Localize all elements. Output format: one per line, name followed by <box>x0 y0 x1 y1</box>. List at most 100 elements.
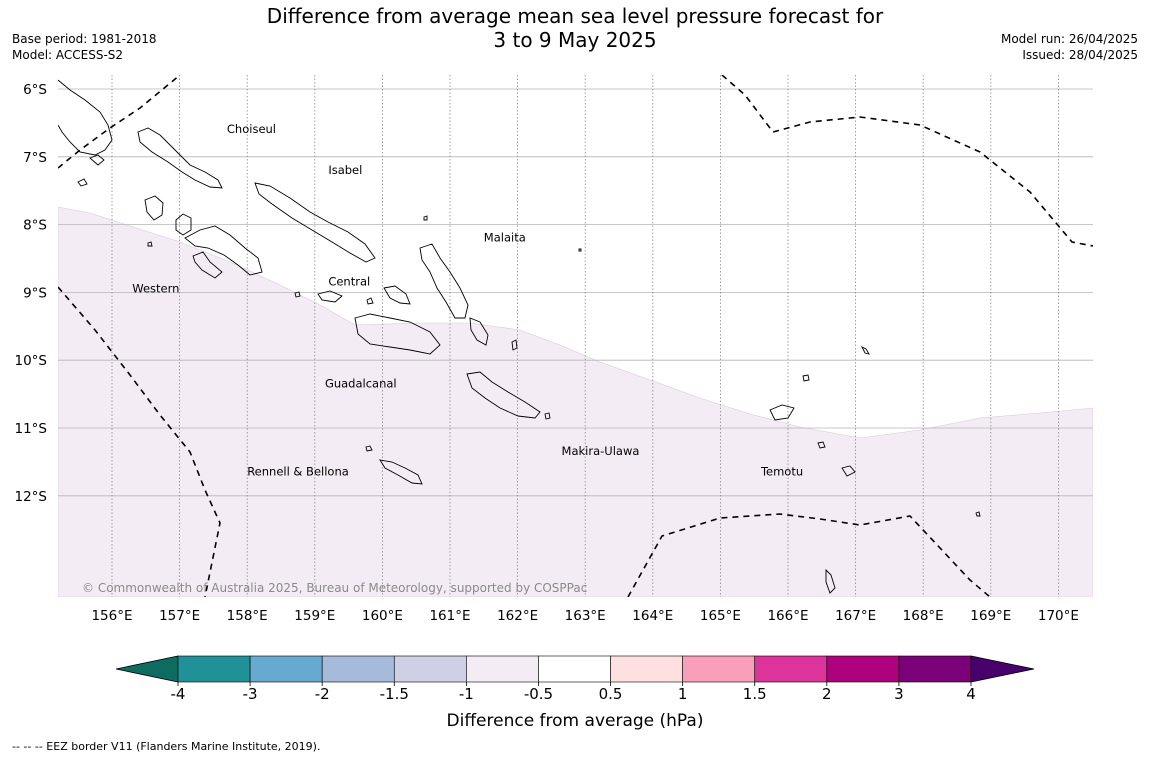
title-line-1: Difference from average mean sea level p… <box>266 4 884 28</box>
longitude-labels: 156°E 157°E 158°E 159°E 160°E 161°E 162°E 163°E… <box>91 608 1078 624</box>
choiseul-island <box>137 127 223 189</box>
lon-tick-label: 158°E <box>227 608 268 624</box>
colorbar-tick-label: 0.5 <box>599 685 623 703</box>
bougainville-island <box>58 79 113 156</box>
nendo-island <box>769 404 795 421</box>
issued-label: Issued: 28/04/2025 <box>1022 48 1138 62</box>
reef-islands <box>802 374 810 382</box>
makira-island <box>466 371 541 419</box>
colorbar-tick-label: 1 <box>678 685 688 703</box>
longitude-gridlines <box>111 75 1059 597</box>
colorbar-tick-label: 4 <box>966 685 976 703</box>
colorbar-extend-max <box>970 655 1035 683</box>
eez-border-west <box>58 286 221 597</box>
meta-left: Base period: 1981-2018 Model: ACCESS-S2 <box>12 31 157 63</box>
lat-tick-label: 8°S <box>23 218 47 234</box>
place-label: Temotu <box>760 464 803 478</box>
latitude-gridlines <box>58 88 1093 497</box>
colorbar-tick-label: 1.5 <box>743 685 767 703</box>
eez-borders <box>58 75 1093 597</box>
lon-tick-label: 169°E <box>970 608 1011 624</box>
colorbar-box <box>754 655 828 683</box>
latitude-labels: 6°S 7°S 8°S 9°S 10°S 11°S 12°S <box>15 82 48 505</box>
colorbar-tick-label: -3 <box>243 685 258 703</box>
rendova-island <box>192 251 223 279</box>
colorbar-box <box>466 655 539 683</box>
small-malaita-island <box>469 317 489 346</box>
rennell-island <box>379 459 423 485</box>
colorbar-box <box>898 655 972 683</box>
lon-tick-label: 162°E <box>497 608 538 624</box>
ulawa-island <box>511 339 518 351</box>
tikopia-island <box>975 511 981 517</box>
santa-isabel-island <box>254 182 376 263</box>
title-line-2: 3 to 9 May 2025 <box>493 28 657 52</box>
colorbar-tick-label: -1 <box>459 685 474 703</box>
colorbar-box <box>610 655 683 683</box>
lon-tick-label: 168°E <box>903 608 944 624</box>
colorbar-tick-label: -0.5 <box>524 685 553 703</box>
colorbar-box <box>826 655 900 683</box>
sikaiana-island <box>578 248 582 252</box>
meta-right: Model run: 26/04/2025 Issued: 28/04/2025 <box>1001 31 1138 63</box>
lon-tick-label: 160°E <box>362 608 403 624</box>
treasury-island <box>147 241 153 247</box>
place-label: Western <box>132 281 179 295</box>
colorbar-tick-label: 2 <box>822 685 832 703</box>
russell-islands <box>294 291 301 298</box>
lon-tick-label: 163°E <box>565 608 606 624</box>
santa-ana-island <box>544 412 551 420</box>
lon-tick-label: 164°E <box>632 608 673 624</box>
colorbar-title: Difference from average (hPa) <box>447 711 704 731</box>
base-period-label: Base period: 1981-2018 <box>12 32 157 46</box>
colorbar-box <box>177 655 251 683</box>
place-label: Choiseul <box>227 122 276 136</box>
eez-border-ne <box>721 75 1093 247</box>
lat-tick-label: 9°S <box>23 285 47 301</box>
buka-island <box>89 154 105 166</box>
ontong-java-island <box>423 215 428 221</box>
colorbar-box <box>321 655 395 683</box>
map-area: Choiseul Isabel Malaita Western Central Guada… <box>58 75 1093 597</box>
anomaly-shading <box>58 206 1093 597</box>
bellona-island <box>365 445 373 452</box>
colorbar-extend-min <box>115 655 179 683</box>
lon-tick-label: 167°E <box>835 608 876 624</box>
colorbar-box <box>538 655 611 683</box>
colorbar-tick-label: -1.5 <box>380 685 409 703</box>
eez-footnote: -- -- -- EEZ border V11 (Flanders Marine… <box>12 740 321 753</box>
vanikoro-island <box>841 465 856 477</box>
lon-tick-label: 166°E <box>767 608 808 624</box>
lon-tick-label: 170°E <box>1038 608 1079 624</box>
map-figure: Choiseul Isabel Malaita Western Central Guada… <box>15 75 1093 731</box>
model-run-label: Model run: 26/04/2025 <box>1000 32 1138 46</box>
lon-tick-label: 159°E <box>294 608 335 624</box>
place-label: Rennell & Bellona <box>247 464 349 478</box>
shortland-island <box>77 178 88 187</box>
model-label: Model: ACCESS-S2 <box>12 48 124 62</box>
lat-tick-label: 10°S <box>15 353 48 369</box>
new-georgia-island <box>184 225 263 276</box>
lon-tick-label: 161°E <box>429 608 470 624</box>
utupua-island <box>817 441 826 449</box>
place-label: Isabel <box>328 163 362 177</box>
place-label: Central <box>328 275 370 289</box>
vella-lavella-island <box>144 195 164 221</box>
duff-islands <box>860 345 870 355</box>
place-labels: Choiseul Isabel Malaita Western Central Guada… <box>132 122 803 478</box>
colorbar-box <box>393 655 467 683</box>
kolombangara-island <box>175 213 192 236</box>
place-label: Guadalcanal <box>325 376 397 390</box>
eez-border-south <box>627 513 991 597</box>
copyright-text: © Commonwealth of Australia 2025, Bureau… <box>82 581 587 595</box>
colorbar-box <box>249 655 323 683</box>
colorbar-tick-label: -2 <box>315 685 330 703</box>
anuta-island <box>825 568 836 594</box>
colorbar-box <box>682 655 756 683</box>
place-label: Makira-Ulawa <box>562 444 640 458</box>
savo-island <box>366 297 374 305</box>
malaita-island <box>419 243 469 319</box>
ngella-island <box>383 285 411 305</box>
map-title: Difference from average mean sea level p… <box>0 4 1150 52</box>
colorbar-tick-label: -4 <box>171 685 186 703</box>
